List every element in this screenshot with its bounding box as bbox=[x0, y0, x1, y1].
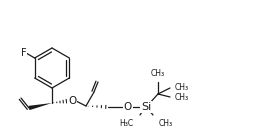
Text: F: F bbox=[21, 47, 26, 58]
Text: CH₃: CH₃ bbox=[175, 82, 189, 92]
Text: O: O bbox=[124, 102, 132, 112]
Text: CH₃: CH₃ bbox=[175, 93, 189, 102]
Text: H₃C: H₃C bbox=[119, 118, 133, 128]
Text: CH₃: CH₃ bbox=[151, 69, 165, 78]
Text: Si: Si bbox=[141, 102, 151, 112]
Text: CH₃: CH₃ bbox=[159, 118, 173, 128]
Text: O: O bbox=[68, 96, 76, 106]
Polygon shape bbox=[28, 103, 52, 110]
